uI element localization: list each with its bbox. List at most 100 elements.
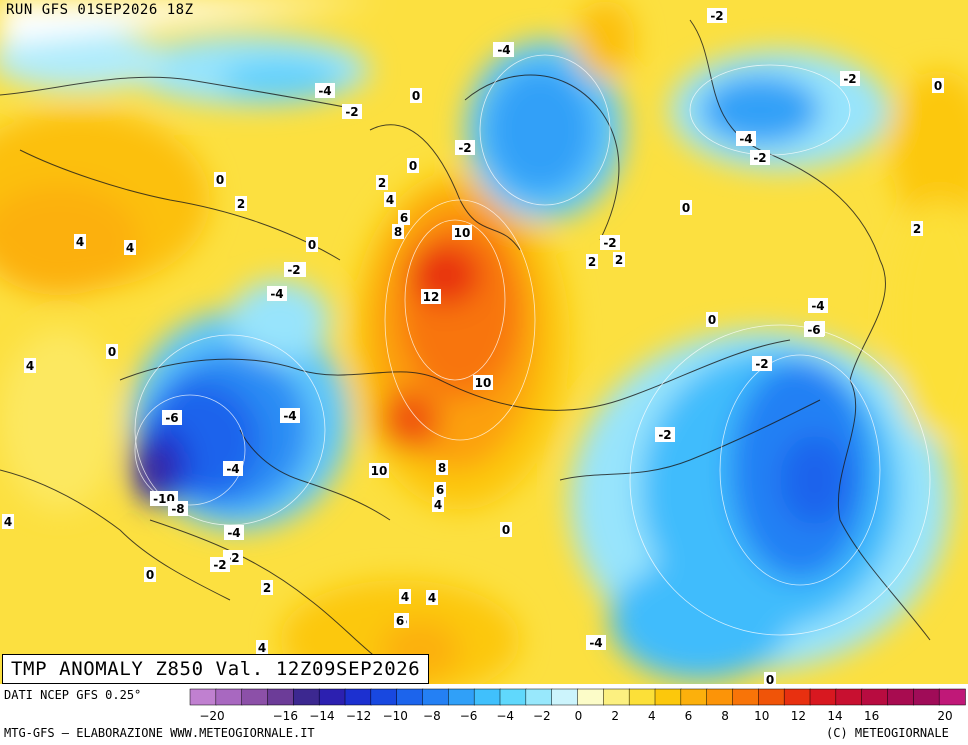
svg-text:10: 10 (475, 376, 492, 390)
legend-swatch (809, 688, 837, 706)
legend-swatch (732, 688, 760, 706)
contour-label: -4 (224, 525, 244, 540)
contour-label: 0 (764, 672, 776, 687)
legend-tick-label: 12 (791, 709, 806, 723)
legend-swatch (448, 688, 475, 706)
contour-label: 2 (261, 580, 273, 595)
legend-tick-label: 2 (611, 709, 619, 723)
svg-text:-8: -8 (171, 502, 184, 516)
contour-label: 4 (24, 358, 36, 373)
legend-tick-label: −10 (383, 709, 408, 723)
svg-text:2: 2 (615, 253, 623, 267)
svg-text:2: 2 (263, 581, 271, 595)
legend-tick-label: −16 (273, 709, 298, 723)
svg-text:-6: -6 (165, 411, 178, 425)
legend-swatch (422, 688, 450, 706)
contour-label: 0 (680, 200, 692, 215)
svg-text:6: 6 (400, 211, 408, 225)
legend-swatch (603, 688, 630, 706)
legend-swatch (189, 688, 217, 706)
svg-text:-4: -4 (811, 299, 824, 313)
svg-text:-6: -6 (807, 323, 820, 337)
svg-text:12: 12 (423, 290, 440, 304)
legend-swatch (551, 688, 579, 706)
svg-text:6: 6 (436, 483, 444, 497)
contour-label: -6 (804, 322, 824, 337)
contour-label: 0 (410, 88, 422, 103)
svg-text:-2: -2 (658, 428, 671, 442)
svg-text:0: 0 (502, 523, 510, 537)
contour-label: 2 (911, 221, 923, 236)
svg-text:-2: -2 (753, 151, 766, 165)
contour-label: -2 (655, 427, 675, 442)
legend-tick-label: 6 (685, 709, 693, 723)
contour-label: -2 (284, 262, 304, 277)
contour-label: -4 (736, 131, 756, 146)
svg-text:4: 4 (76, 235, 84, 249)
svg-text:0: 0 (934, 79, 942, 93)
contour-label: 2 (613, 252, 625, 267)
contour-label: 4 (426, 590, 438, 605)
legend-swatch (783, 688, 811, 706)
contour-label: 4 (256, 640, 268, 655)
legend-swatch (938, 688, 966, 706)
contour-label: 6 (434, 482, 446, 497)
contour-label: -4 (267, 286, 287, 301)
legend-tick-label: 16 (864, 709, 879, 723)
legend-swatch (318, 688, 346, 706)
svg-text:10: 10 (371, 464, 388, 478)
legend-tick-label: 0 (575, 709, 583, 723)
svg-text:4: 4 (401, 590, 409, 604)
contour-label: -2 (840, 71, 860, 86)
svg-text:0: 0 (108, 345, 116, 359)
contour-label: 10 (369, 463, 389, 478)
map-title: TMP ANOMALY Z850 Val. 12Z09SEP2026 (2, 654, 430, 684)
svg-text:4: 4 (4, 515, 12, 529)
legend-tick-label: −12 (346, 709, 371, 723)
contour-label: 6 (398, 210, 410, 225)
contour-label: 0 (106, 344, 118, 359)
contour-label: 4 (384, 192, 396, 207)
legend-tick-label: 8 (721, 709, 729, 723)
contour-label: 0 (706, 312, 718, 327)
svg-text:-4: -4 (270, 287, 283, 301)
legend-swatch (215, 688, 243, 706)
svg-text:-2: -2 (345, 105, 358, 119)
svg-text:4: 4 (258, 641, 266, 655)
legend-swatch (293, 688, 320, 706)
contour-label: 0 (500, 522, 512, 537)
svg-text:-4: -4 (318, 84, 331, 98)
legend-swatch (267, 688, 295, 706)
contour-label: -4 (315, 83, 335, 98)
svg-text:2: 2 (237, 197, 245, 211)
svg-text:0: 0 (409, 159, 417, 173)
legend-tick-labels: −20 −16 −14 −12 −10 −8 −6 −4 −2 0 2 4 6 8 10 12 14 16 20 (199, 709, 952, 723)
svg-text:2: 2 (913, 222, 921, 236)
credit-label: MTG-GFS – ELABORAZIONE WWW.METEOGIORNALE… (4, 726, 315, 740)
data-source-label: DATI NCEP GFS 0.25° (4, 688, 142, 702)
svg-text:0: 0 (216, 173, 224, 187)
contour-label: 2 (235, 196, 247, 211)
contour-label: -6 (162, 410, 182, 425)
contour-label: 10 (452, 225, 472, 240)
svg-text:0: 0 (412, 89, 420, 103)
legend-swatch (706, 688, 734, 706)
contour-label: 6 (394, 613, 406, 628)
contour-label: -2 (600, 235, 620, 250)
legend-swatch (344, 688, 372, 706)
contour-label: 10 (473, 375, 493, 390)
legend-tick-label: −2 (533, 709, 551, 723)
svg-text:-4: -4 (497, 43, 510, 57)
legend-tick-label: −6 (460, 709, 478, 723)
svg-text:4: 4 (434, 498, 442, 512)
contour-label: 12 (421, 289, 441, 304)
svg-text:-4: -4 (589, 636, 602, 650)
svg-text:0: 0 (308, 238, 316, 252)
legend-swatch (654, 688, 682, 706)
svg-text:8: 8 (438, 461, 446, 475)
svg-text:-2: -2 (287, 263, 300, 277)
legend-tick-label: 10 (754, 709, 769, 723)
contour-label: -4 (494, 42, 514, 57)
